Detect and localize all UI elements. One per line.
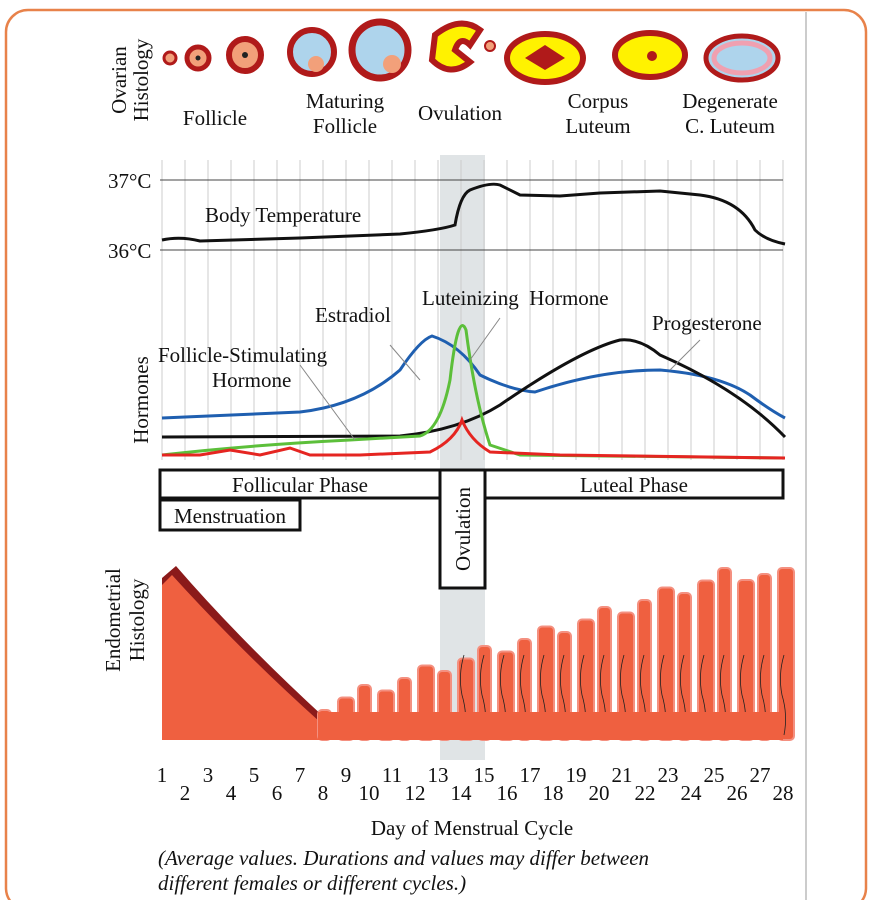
label: Degenerate (682, 89, 778, 113)
day-label: 23 (658, 763, 679, 787)
page: Ovarian Histology Follicle Maturing Foll… (0, 0, 874, 905)
label: Luteinizing Hormone (422, 286, 609, 310)
day-label: 26 (727, 781, 748, 805)
label: Menstruation (174, 504, 286, 528)
day-label: 12 (405, 781, 426, 805)
label: Luteum (565, 114, 630, 138)
day-label: 27 (750, 763, 771, 787)
day-label: 19 (566, 763, 587, 787)
label: Luteal Phase (580, 473, 688, 497)
day-label: 24 (681, 781, 703, 805)
label: Body Temperature (205, 203, 361, 227)
day-label: 5 (249, 763, 260, 787)
day-label: 8 (318, 781, 329, 805)
label: Histology (129, 38, 153, 121)
note: different females or different cycles.) (158, 871, 466, 895)
day-label: 14 (451, 781, 473, 805)
label: Ovarian (107, 46, 131, 114)
base (318, 712, 783, 740)
day-label: 6 (272, 781, 283, 805)
label: Ovulation (451, 487, 475, 571)
day-label: 9 (341, 763, 352, 787)
label: Endometrial (101, 568, 125, 672)
day-label: 25 (704, 763, 725, 787)
day-label: 11 (382, 763, 402, 787)
note: (Average values. Durations and values ma… (158, 846, 649, 870)
tick-label: 37°C (108, 169, 151, 193)
axis-title: Day of Menstrual Cycle (371, 816, 573, 840)
label: Corpus (568, 89, 629, 113)
day-label: 21 (612, 763, 633, 787)
label: Hormone (212, 368, 291, 392)
day-label: 16 (497, 781, 518, 805)
day-label: 17 (520, 763, 541, 787)
label: Follicle (313, 114, 377, 138)
label: C. Luteum (685, 114, 775, 138)
day-label: 10 (359, 781, 380, 805)
day-label: 20 (589, 781, 610, 805)
label: Maturing (306, 89, 385, 113)
day-label: 2 (180, 781, 191, 805)
label: Follicle-Stimulating (158, 343, 328, 367)
day-label: 18 (543, 781, 564, 805)
day-label: 4 (226, 781, 237, 805)
label: Hormones (129, 356, 153, 444)
day-label: 1 (157, 763, 168, 787)
day-label: 3 (203, 763, 214, 787)
label: Estradiol (315, 303, 391, 327)
day-label: 7 (295, 763, 306, 787)
label: Ovulation (418, 101, 502, 125)
day-label: 28 (773, 781, 794, 805)
label: Follicle (183, 106, 247, 130)
day-label: 15 (474, 763, 495, 787)
day-label: 22 (635, 781, 656, 805)
label: Follicular Phase (232, 473, 368, 497)
tick-label: 36°C (108, 239, 151, 263)
label: Progesterone (652, 311, 762, 335)
diagram: Ovarian Histology Follicle Maturing Foll… (0, 0, 874, 900)
ovarian-icons (164, 22, 778, 82)
day-label: 13 (428, 763, 449, 787)
label: Histology (125, 578, 149, 661)
